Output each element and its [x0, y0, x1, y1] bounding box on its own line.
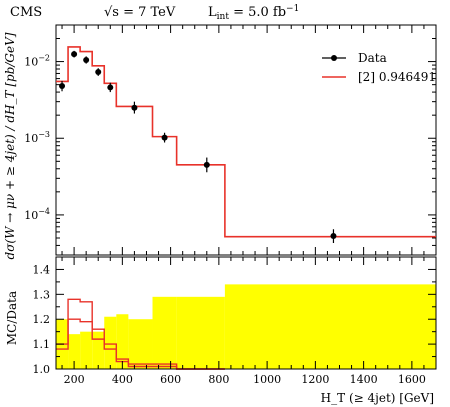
- x-tick-label: 1600: [398, 373, 426, 386]
- uncertainty-band-bin: [128, 319, 153, 369]
- uncertainty-band-bin: [224, 284, 436, 369]
- data-point: [203, 161, 210, 168]
- x-tick-label: 1000: [253, 373, 281, 386]
- ratio-y-axis-label: MC/Data: [5, 291, 19, 345]
- figure-header: CMS √s = 7 TeV Lint = 5.0 fb−1: [10, 4, 299, 22]
- mc-prediction-step-line: [56, 46, 436, 238]
- x-tick-label: 200: [64, 373, 85, 386]
- main-panel: 10−2 10−3 10−4 Data [2] 0.946491: [24, 24, 437, 256]
- main-y-tick-label: 10−4: [24, 207, 50, 222]
- data-point: [83, 56, 90, 63]
- data-point: [71, 51, 78, 58]
- main-y-tick-label: 10−2: [24, 54, 50, 69]
- data-point: [59, 83, 66, 90]
- ratio-panel: 1.0 1.1 1.2 1.3 1.4 200 400 600 800 1000 1200 1400 1…: [33, 256, 437, 386]
- uncertainty-band-bin: [116, 314, 129, 369]
- luminosity-label: Lint = 5.0 fb−1: [208, 4, 299, 22]
- experiment-label: CMS: [10, 5, 42, 20]
- data-point: [107, 84, 114, 91]
- x-tick-label: 600: [160, 373, 181, 386]
- ratio-mc-lower-line: [56, 318, 225, 370]
- uncertainty-band-bin: [176, 296, 225, 369]
- data-point: [95, 69, 102, 76]
- ratio-plot-frame: [55, 256, 437, 370]
- energy-label: √s = 7 TeV: [104, 5, 176, 20]
- x-tick-label: 800: [208, 373, 229, 386]
- ratio-y-tick-label: 1.4: [33, 263, 51, 276]
- data-point: [131, 104, 138, 111]
- uncertainty-band-bin: [152, 296, 177, 369]
- legend-mc-label: [2] 0.946491: [358, 70, 436, 84]
- main-plot-frame: [55, 24, 437, 256]
- ratio-y-tick-label: 1.3: [33, 288, 51, 301]
- main-y-axis-label: dσ(W → μν + ≥ 4jet) / dH_T [pb/GeV]: [3, 32, 17, 259]
- legend-data-label: Data: [358, 51, 387, 65]
- main-y-tick-label: 10−3: [24, 130, 50, 145]
- ratio-y-tick-label: 1.0: [33, 363, 51, 376]
- x-tick-label: 1200: [301, 373, 329, 386]
- legend: Data [2] 0.946491: [322, 51, 436, 84]
- uncertainty-band-bin: [68, 334, 81, 369]
- legend-data-marker-point: [331, 55, 337, 61]
- uncertainty-band-bin: [92, 331, 105, 369]
- uncertainty-band-bin: [80, 331, 93, 369]
- x-tick-label: 400: [112, 373, 133, 386]
- x-axis-label: H_T (≥ 4jet) [GeV]: [321, 391, 434, 405]
- ratio-y-tick-label: 1.1: [33, 338, 51, 351]
- x-tick-label: 1400: [350, 373, 378, 386]
- data-point: [161, 134, 168, 141]
- data-point: [330, 233, 337, 240]
- ratio-y-tick-label: 1.2: [33, 313, 51, 326]
- uncertainty-band-bin: [104, 316, 117, 369]
